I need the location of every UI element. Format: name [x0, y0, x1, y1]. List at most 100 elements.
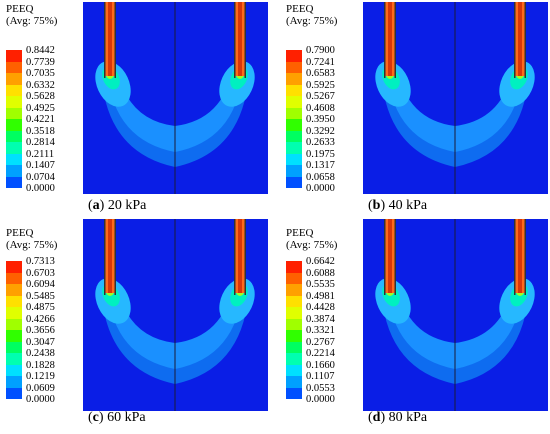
legend-swatch	[286, 376, 302, 388]
legend-tick-label: 0.4608	[306, 102, 335, 114]
legend-tick-label: 0.1219	[26, 371, 55, 382]
legend-variable: PEEQ	[6, 3, 34, 15]
legend-tick-label: 0.2214	[306, 348, 335, 359]
plastic-zone-mid	[107, 68, 243, 152]
legend-swatch	[286, 50, 302, 62]
contour-svg	[83, 2, 268, 194]
legend-swatch	[6, 307, 22, 319]
legend-tick-label: 0.0658	[306, 171, 335, 183]
legend-swatch	[286, 107, 302, 119]
caption-pressure: 40 kPa	[388, 198, 428, 213]
legend-swatch	[6, 142, 22, 154]
pile-edge-right	[514, 219, 516, 295]
panel-a: PEEQ (Avg: 75%) 0.8442 0.7739 0.7035 0.6332…	[0, 0, 275, 217]
legend-swatch	[286, 318, 302, 330]
legend-tick-label: 0.0609	[26, 382, 55, 394]
legend-tick-label: 0.3518	[26, 125, 55, 137]
legend-swatch	[6, 387, 22, 399]
plastic-zone-mid	[387, 285, 523, 369]
legend-tick-label: 0.6642	[306, 256, 335, 267]
legend-tick-label: 0.8442	[26, 45, 55, 56]
legend-swatch	[286, 272, 302, 284]
caption-letter: b	[372, 198, 381, 213]
legend-swatch	[286, 84, 302, 96]
caption-letter: c	[92, 410, 99, 425]
pile-edge-left	[394, 2, 396, 78]
legend-swatch	[6, 364, 22, 376]
legend-averaging: (Avg: 75%)	[6, 239, 58, 251]
legend-tick-label: 0.4266	[26, 313, 55, 325]
legend-averaging: (Avg: 75%)	[6, 15, 58, 27]
legend-variable: PEEQ	[6, 227, 34, 239]
legend-tick-label: 0.5925	[306, 79, 335, 91]
legend-tick-label: 0.1975	[306, 148, 335, 160]
legend-swatch	[286, 176, 302, 188]
legend-swatch	[286, 364, 302, 376]
legend-tick-label: 0.4981	[306, 290, 335, 302]
legend-swatch	[286, 387, 302, 399]
legend-tick-label: 0.4221	[26, 114, 55, 125]
pile-core-left	[388, 219, 392, 293]
pile-edge-left	[114, 219, 116, 295]
pile-core-left	[108, 219, 112, 293]
pile-edge-left	[384, 219, 386, 295]
legend-tick-label: 0.0704	[26, 171, 55, 183]
legend-tick-label: 0.3874	[306, 313, 335, 325]
legend-tick-label: 0.0000	[306, 183, 335, 194]
contour-plot	[83, 2, 268, 194]
panel-caption: (c) 60 kPa	[88, 410, 146, 425]
legend-swatch	[6, 295, 22, 307]
legend-tick-label: 0.4925	[26, 102, 55, 114]
legend-swatch	[6, 84, 22, 96]
caption-pressure: 80 kPa	[388, 410, 428, 425]
legend-tick-label: 0.0553	[306, 382, 335, 394]
legend-swatch	[6, 176, 22, 188]
pile-core-left	[108, 2, 112, 76]
legend-swatch	[286, 261, 302, 273]
pile-edge-right	[514, 2, 516, 78]
legend-tick-label: 0.6094	[26, 279, 55, 290]
pile-core-left	[388, 2, 392, 76]
legend-tick-label: 0.5628	[26, 91, 55, 102]
legend-swatch	[6, 353, 22, 365]
legend-swatch	[6, 165, 22, 177]
pile-edge-left	[384, 2, 386, 78]
contour-plot	[363, 2, 548, 194]
legend-title: PEEQ (Avg: 75%)	[6, 227, 57, 251]
panel-c: PEEQ (Avg: 75%) 0.7313 0.6703 0.6094 0.5485…	[0, 217, 275, 434]
legend-tick-label: 0.6088	[306, 267, 335, 279]
plastic-zone-outer	[381, 66, 529, 167]
legend-swatch	[6, 318, 22, 330]
legend-tick-label: 0.3047	[26, 336, 55, 348]
legend-tick-label: 0.1828	[26, 359, 55, 371]
legend-swatch	[286, 341, 302, 353]
pile-edge-right	[524, 219, 526, 295]
pile-edge-left	[394, 219, 396, 295]
legend-tick-label: 0.6583	[306, 68, 335, 79]
pile-edge-right	[524, 2, 526, 78]
pile-edge-right	[234, 2, 236, 78]
legend-swatch	[6, 61, 22, 73]
caption-pressure: 20 kPa	[107, 198, 147, 213]
legend-swatch	[286, 153, 302, 165]
plastic-zone-outer	[381, 283, 529, 384]
legend-swatch	[6, 284, 22, 296]
legend-tick-label: 0.6332	[26, 79, 55, 91]
caption-pressure: 60 kPa	[107, 410, 146, 425]
legend-variable: PEEQ	[286, 227, 314, 239]
legend-tick-label: 0.7241	[306, 56, 335, 68]
legend-tick-label: 0.5535	[306, 279, 335, 290]
legend-tick-label: 0.1107	[306, 371, 335, 382]
legend-tick-label: 0.3292	[306, 125, 335, 137]
legend-swatch	[6, 153, 22, 165]
legend-tick-label: 0.7035	[26, 68, 55, 79]
legend-title: PEEQ (Avg: 75%)	[286, 3, 337, 27]
legend-tick-label: 0.7739	[26, 56, 55, 68]
legend-swatch	[286, 353, 302, 365]
legend-tick-label: 0.3950	[306, 114, 335, 125]
pile-edge-right	[244, 219, 246, 295]
contour-svg	[363, 219, 548, 411]
panel-caption: (a) 20 kPa	[88, 198, 147, 213]
legend-swatch	[6, 119, 22, 131]
legend-swatch	[286, 165, 302, 177]
